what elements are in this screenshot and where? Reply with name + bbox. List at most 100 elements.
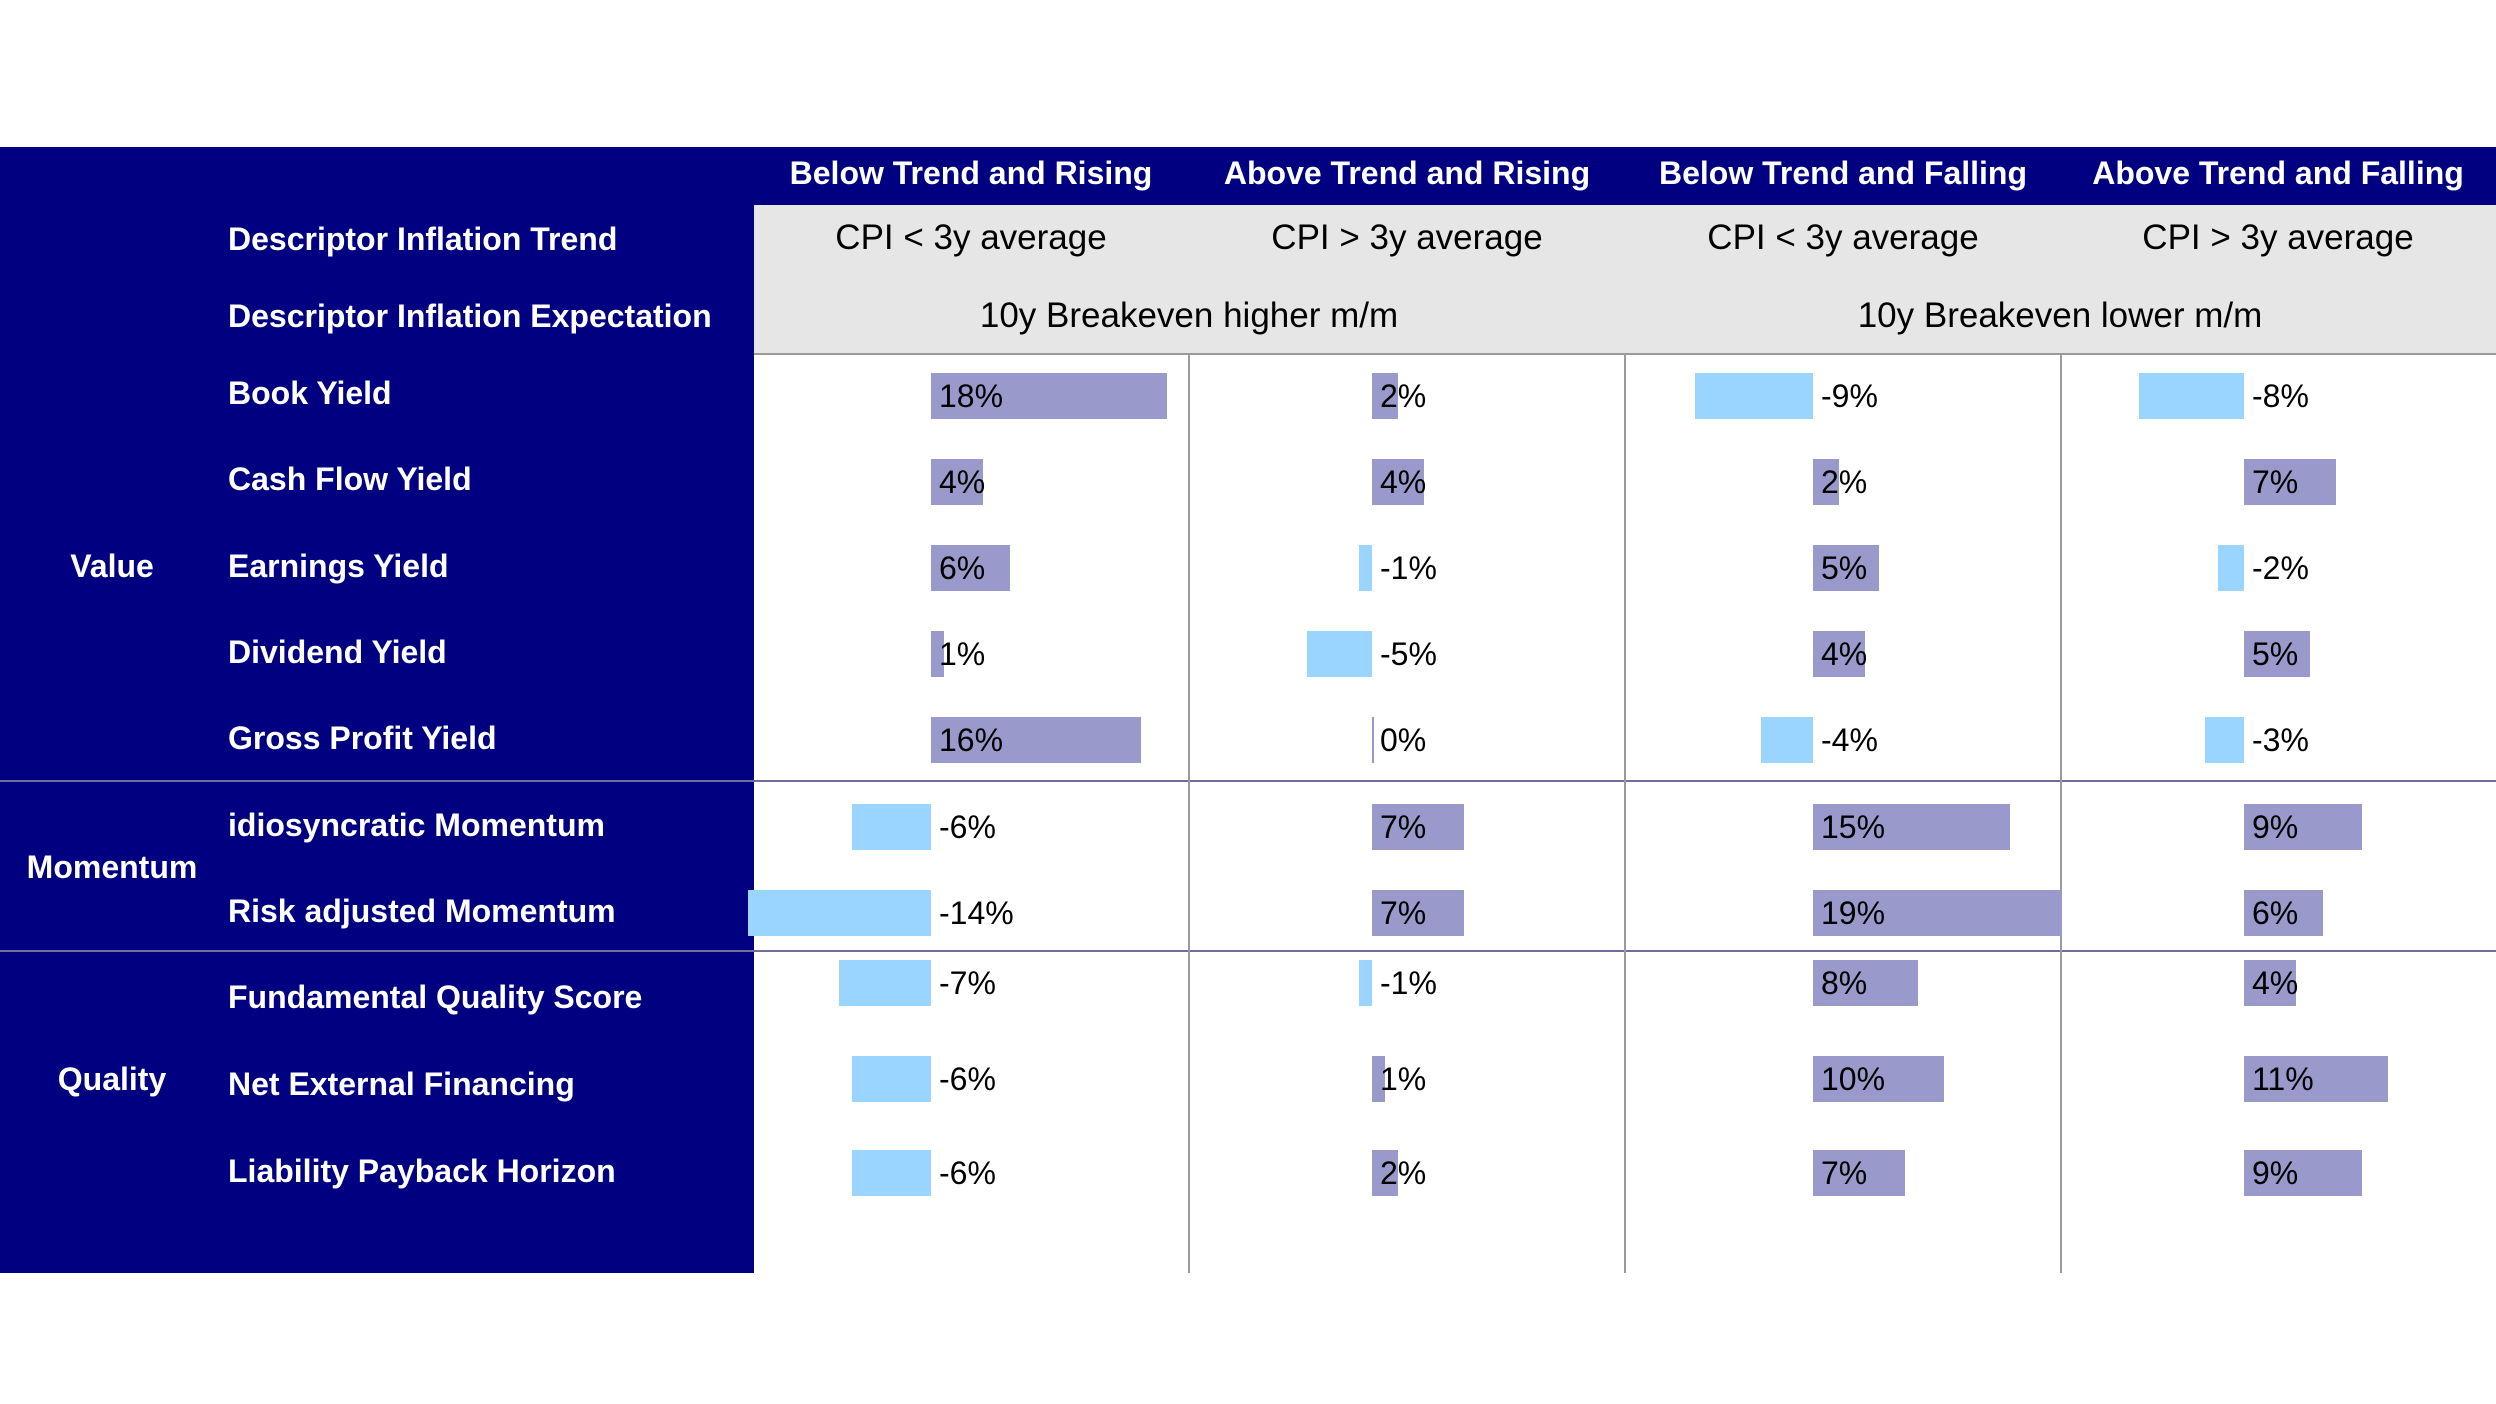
- value-bar: [931, 631, 945, 677]
- value-bar: [2204, 717, 2244, 763]
- value-bar: [2244, 1150, 2362, 1196]
- factor-label: Earnings Yield: [228, 548, 449, 584]
- value-bar: [2217, 545, 2244, 591]
- value-label: 4%: [1380, 464, 1427, 500]
- descriptor-expectation-label: Descriptor Inflation Expectation: [228, 298, 712, 334]
- value-label: 7%: [1380, 895, 1427, 931]
- factor-label: Cash Flow Yield: [228, 461, 472, 497]
- trend-descriptor: CPI > 3y average: [2142, 218, 2414, 257]
- value-label: 10%: [1821, 1061, 1886, 1097]
- factor-label: Book Yield: [228, 375, 392, 411]
- value-label: -2%: [2252, 550, 2309, 586]
- value-bar: [1813, 890, 2062, 936]
- expectation-descriptor: 10y Breakeven higher m/m: [979, 296, 1399, 335]
- column-header: Below Trend and Rising: [789, 155, 1153, 191]
- value-bar: [1372, 373, 1399, 419]
- value-label: 19%: [1821, 895, 1886, 931]
- descriptor-band: [754, 205, 2496, 353]
- value-bar: [1372, 459, 1425, 505]
- value-label: 7%: [2252, 464, 2299, 500]
- value-label: 0%: [1380, 722, 1427, 758]
- column-divider: [1624, 355, 1626, 1273]
- group-label-quality: Quality: [57, 1061, 167, 1097]
- expectation-descriptor: 10y Breakeven lower m/m: [1857, 296, 2263, 335]
- value-bar: [747, 890, 931, 936]
- header-band: [0, 147, 2496, 205]
- value-bar: [2244, 1056, 2389, 1102]
- value-bar: [852, 1150, 931, 1196]
- value-label: -3%: [2252, 722, 2309, 758]
- value-label: 7%: [1821, 1155, 1868, 1191]
- value-label: 2%: [1380, 1155, 1427, 1191]
- value-bar: [839, 960, 931, 1006]
- value-label: 2%: [1821, 464, 1868, 500]
- column-header: Above Trend and Falling: [2092, 155, 2464, 191]
- value-bar: [1760, 717, 1813, 763]
- value-bar: [2244, 631, 2310, 677]
- value-label: 4%: [1821, 636, 1868, 672]
- value-label: 4%: [939, 464, 986, 500]
- value-bar: [931, 373, 1167, 419]
- value-label: 2%: [1380, 378, 1427, 414]
- value-label: 6%: [939, 550, 986, 586]
- trend-descriptor: CPI < 3y average: [835, 218, 1107, 257]
- value-label: -5%: [1380, 636, 1437, 672]
- value-label: 5%: [2252, 636, 2299, 672]
- value-label: 4%: [2252, 965, 2299, 1001]
- value-bar: [2244, 459, 2336, 505]
- value-label: 11%: [2252, 1061, 2314, 1097]
- factor-label: Net External Financing: [228, 1066, 575, 1102]
- group-label-value: Value: [70, 548, 154, 584]
- value-bar: [1813, 631, 1866, 677]
- value-bar: [2244, 960, 2297, 1006]
- value-bar: [2244, 890, 2323, 936]
- value-label: 7%: [1380, 809, 1427, 845]
- value-bar: [852, 804, 931, 850]
- value-bar: [2139, 373, 2244, 419]
- trend-descriptor: CPI < 3y average: [1707, 218, 1979, 257]
- value-label: -8%: [2252, 378, 2309, 414]
- value-label: -1%: [1380, 965, 1437, 1001]
- value-label: -4%: [1821, 722, 1878, 758]
- value-label: 9%: [2252, 1155, 2299, 1191]
- divider-descriptor: [754, 353, 2496, 355]
- value-bar: [931, 545, 1010, 591]
- column-header: Above Trend and Rising: [1223, 155, 1591, 191]
- factor-label: idiosyncratic Momentum: [228, 807, 605, 843]
- value-bar: [1813, 1150, 1905, 1196]
- value-label: -6%: [939, 809, 996, 845]
- column-divider: [1188, 355, 1190, 1273]
- value-label: 6%: [2252, 895, 2299, 931]
- value-bar: [931, 459, 984, 505]
- trend-descriptor: CPI > 3y average: [1271, 218, 1543, 257]
- value-bar: [931, 717, 1141, 763]
- value-bar: [1372, 1056, 1386, 1102]
- value-label: -9%: [1821, 378, 1878, 414]
- value-bar: [1813, 545, 1879, 591]
- value-bar: [1306, 631, 1372, 677]
- value-label: -1%: [1380, 550, 1437, 586]
- value-bar: [1813, 804, 2010, 850]
- value-label: 15%: [1821, 809, 1886, 845]
- value-label: 8%: [1821, 965, 1868, 1001]
- value-label: 1%: [1380, 1061, 1427, 1097]
- value-label: 16%: [939, 722, 1004, 758]
- value-bar: [2244, 804, 2362, 850]
- factor-label: Risk adjusted Momentum: [228, 893, 616, 929]
- factor-label: Gross Profit Yield: [228, 720, 497, 756]
- value-label: 18%: [939, 378, 1004, 414]
- value-label: 5%: [1821, 550, 1868, 586]
- divider-value-momentum: [0, 780, 2496, 782]
- column-header: Below Trend and Falling: [1658, 155, 2028, 191]
- column-divider: [2060, 355, 2062, 1273]
- value-bar: [1372, 890, 1464, 936]
- value-bar: [1695, 373, 1813, 419]
- value-bar: [1358, 960, 1372, 1006]
- value-label: -6%: [939, 1061, 996, 1097]
- value-label: -7%: [939, 965, 996, 1001]
- value-bar: [1372, 1150, 1399, 1196]
- value-bar: [852, 1056, 931, 1102]
- group-label-momentum: Momentum: [26, 849, 198, 885]
- factor-label: Dividend Yield: [228, 634, 447, 670]
